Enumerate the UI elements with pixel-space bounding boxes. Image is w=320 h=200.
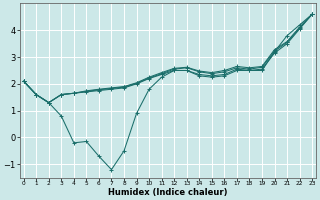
X-axis label: Humidex (Indice chaleur): Humidex (Indice chaleur) [108, 188, 228, 197]
